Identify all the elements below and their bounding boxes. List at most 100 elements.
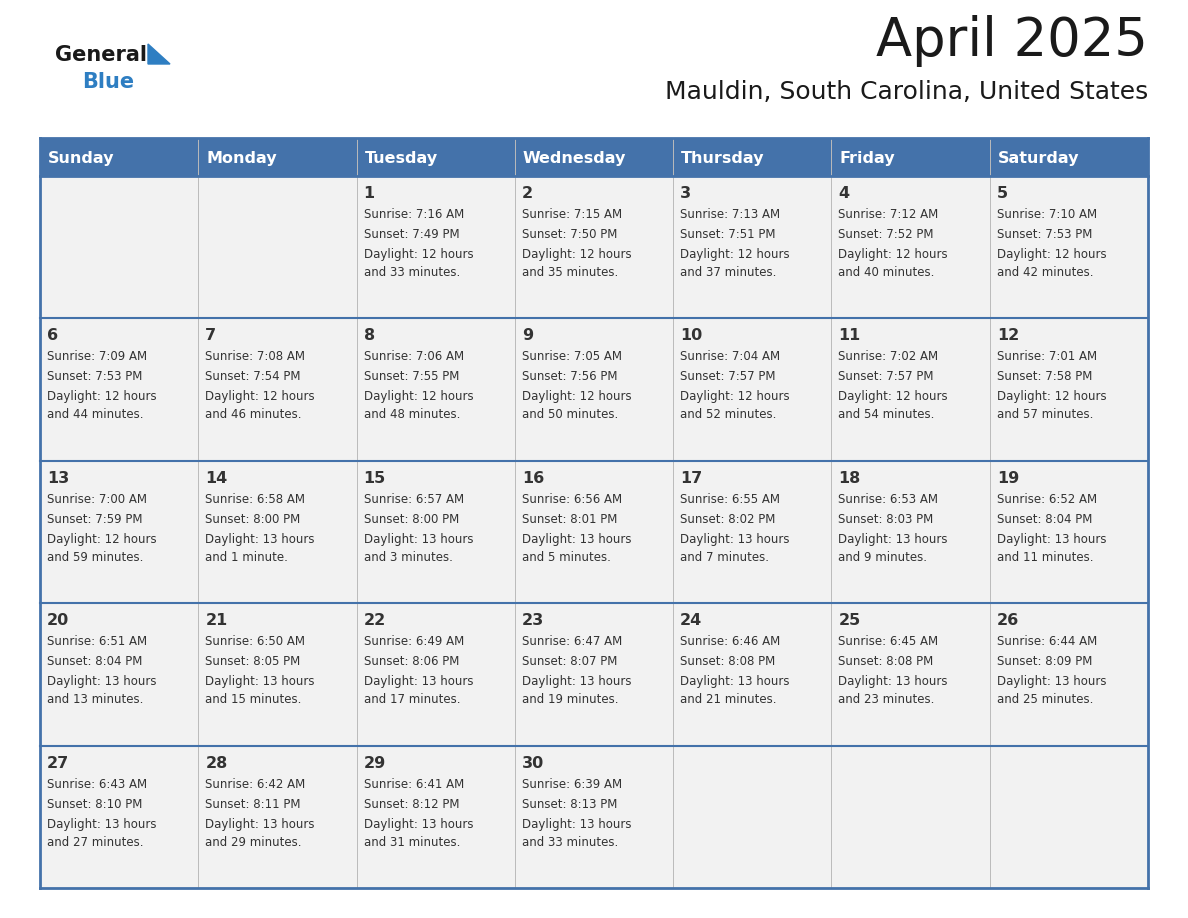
- Bar: [40, 319, 198, 461]
- Text: 24: 24: [681, 613, 702, 628]
- Text: Sunrise: 6:39 AM: Sunrise: 6:39 AM: [522, 778, 623, 790]
- Bar: [990, 603, 1148, 745]
- Text: Daylight: 13 hours: Daylight: 13 hours: [48, 676, 157, 688]
- Text: and 3 minutes.: and 3 minutes.: [364, 551, 453, 564]
- Bar: [832, 603, 990, 745]
- Text: Sunrise: 6:42 AM: Sunrise: 6:42 AM: [206, 778, 305, 790]
- Bar: [514, 745, 674, 888]
- Text: Daylight: 12 hours: Daylight: 12 hours: [48, 390, 157, 403]
- Text: Sunrise: 7:15 AM: Sunrise: 7:15 AM: [522, 208, 623, 221]
- Text: Daylight: 12 hours: Daylight: 12 hours: [681, 390, 790, 403]
- Bar: [198, 319, 356, 461]
- Text: Sunrise: 7:12 AM: Sunrise: 7:12 AM: [839, 208, 939, 221]
- Text: 19: 19: [997, 471, 1019, 486]
- Bar: [356, 138, 514, 176]
- Text: Sunset: 7:58 PM: Sunset: 7:58 PM: [997, 370, 1092, 384]
- Text: Sunrise: 6:49 AM: Sunrise: 6:49 AM: [364, 635, 463, 648]
- Text: Sunset: 8:05 PM: Sunset: 8:05 PM: [206, 655, 301, 668]
- Text: and 59 minutes.: and 59 minutes.: [48, 551, 144, 564]
- Text: Daylight: 13 hours: Daylight: 13 hours: [681, 676, 790, 688]
- Text: Sunset: 8:13 PM: Sunset: 8:13 PM: [522, 798, 618, 811]
- Text: and 37 minutes.: and 37 minutes.: [681, 266, 777, 279]
- Text: April 2025: April 2025: [876, 15, 1148, 67]
- Bar: [356, 176, 514, 319]
- Text: Sunset: 7:57 PM: Sunset: 7:57 PM: [681, 370, 776, 384]
- Text: Wednesday: Wednesday: [523, 151, 626, 166]
- Text: Sunset: 8:11 PM: Sunset: 8:11 PM: [206, 798, 301, 811]
- Text: Sunset: 8:02 PM: Sunset: 8:02 PM: [681, 513, 776, 526]
- Bar: [40, 603, 198, 745]
- Bar: [832, 319, 990, 461]
- Text: and 33 minutes.: and 33 minutes.: [522, 835, 618, 848]
- Text: Sunset: 8:07 PM: Sunset: 8:07 PM: [522, 655, 618, 668]
- Bar: [514, 603, 674, 745]
- Text: Daylight: 13 hours: Daylight: 13 hours: [522, 676, 631, 688]
- Text: Mauldin, South Carolina, United States: Mauldin, South Carolina, United States: [665, 80, 1148, 104]
- Text: Sunrise: 7:13 AM: Sunrise: 7:13 AM: [681, 208, 781, 221]
- Text: Daylight: 13 hours: Daylight: 13 hours: [206, 818, 315, 831]
- Text: Sunrise: 7:02 AM: Sunrise: 7:02 AM: [839, 351, 939, 364]
- Bar: [198, 603, 356, 745]
- Bar: [674, 745, 832, 888]
- Text: 8: 8: [364, 329, 374, 343]
- Text: 18: 18: [839, 471, 860, 486]
- Text: Sunrise: 6:53 AM: Sunrise: 6:53 AM: [839, 493, 939, 506]
- Text: Sunset: 8:06 PM: Sunset: 8:06 PM: [364, 655, 459, 668]
- Text: Daylight: 13 hours: Daylight: 13 hours: [48, 818, 157, 831]
- Text: Daylight: 12 hours: Daylight: 12 hours: [48, 532, 157, 546]
- Text: Daylight: 12 hours: Daylight: 12 hours: [364, 390, 473, 403]
- Text: Sunrise: 6:52 AM: Sunrise: 6:52 AM: [997, 493, 1097, 506]
- Text: Sunset: 8:03 PM: Sunset: 8:03 PM: [839, 513, 934, 526]
- Text: 30: 30: [522, 756, 544, 770]
- Text: and 19 minutes.: and 19 minutes.: [522, 693, 619, 706]
- Text: 29: 29: [364, 756, 386, 770]
- Text: Monday: Monday: [207, 151, 277, 166]
- Text: and 57 minutes.: and 57 minutes.: [997, 409, 1093, 421]
- Text: 6: 6: [48, 329, 58, 343]
- Text: 9: 9: [522, 329, 533, 343]
- Text: Daylight: 13 hours: Daylight: 13 hours: [364, 676, 473, 688]
- Text: 17: 17: [681, 471, 702, 486]
- Text: 12: 12: [997, 329, 1019, 343]
- Text: Sunrise: 6:47 AM: Sunrise: 6:47 AM: [522, 635, 623, 648]
- Text: and 21 minutes.: and 21 minutes.: [681, 693, 777, 706]
- Text: Daylight: 13 hours: Daylight: 13 hours: [839, 532, 948, 546]
- Text: Daylight: 12 hours: Daylight: 12 hours: [839, 248, 948, 261]
- Text: Sunrise: 6:46 AM: Sunrise: 6:46 AM: [681, 635, 781, 648]
- Text: Sunset: 8:08 PM: Sunset: 8:08 PM: [681, 655, 776, 668]
- Text: General: General: [55, 45, 147, 65]
- Text: Sunset: 8:01 PM: Sunset: 8:01 PM: [522, 513, 618, 526]
- Text: Sunrise: 6:41 AM: Sunrise: 6:41 AM: [364, 778, 463, 790]
- Text: Sunset: 8:00 PM: Sunset: 8:00 PM: [206, 513, 301, 526]
- Bar: [990, 745, 1148, 888]
- Text: Daylight: 13 hours: Daylight: 13 hours: [206, 532, 315, 546]
- Text: and 31 minutes.: and 31 minutes.: [364, 835, 460, 848]
- Bar: [40, 461, 198, 603]
- Text: and 50 minutes.: and 50 minutes.: [522, 409, 618, 421]
- Text: 27: 27: [48, 756, 69, 770]
- Bar: [674, 461, 832, 603]
- Bar: [832, 176, 990, 319]
- Text: and 7 minutes.: and 7 minutes.: [681, 551, 769, 564]
- Text: and 46 minutes.: and 46 minutes.: [206, 409, 302, 421]
- Text: Sunrise: 7:06 AM: Sunrise: 7:06 AM: [364, 351, 463, 364]
- Text: Daylight: 12 hours: Daylight: 12 hours: [681, 248, 790, 261]
- Text: and 42 minutes.: and 42 minutes.: [997, 266, 1093, 279]
- Text: and 40 minutes.: and 40 minutes.: [839, 266, 935, 279]
- Bar: [356, 461, 514, 603]
- Text: 1: 1: [364, 186, 374, 201]
- Bar: [198, 176, 356, 319]
- Text: and 9 minutes.: and 9 minutes.: [839, 551, 928, 564]
- Text: 21: 21: [206, 613, 228, 628]
- Text: Daylight: 13 hours: Daylight: 13 hours: [206, 676, 315, 688]
- Bar: [674, 176, 832, 319]
- Text: Sunset: 7:54 PM: Sunset: 7:54 PM: [206, 370, 301, 384]
- Text: and 29 minutes.: and 29 minutes.: [206, 835, 302, 848]
- Text: Sunset: 8:04 PM: Sunset: 8:04 PM: [997, 513, 1092, 526]
- Bar: [832, 745, 990, 888]
- Text: Sunset: 7:51 PM: Sunset: 7:51 PM: [681, 228, 776, 241]
- Text: and 27 minutes.: and 27 minutes.: [48, 835, 144, 848]
- Text: Sunday: Sunday: [48, 151, 114, 166]
- Bar: [356, 319, 514, 461]
- Bar: [674, 319, 832, 461]
